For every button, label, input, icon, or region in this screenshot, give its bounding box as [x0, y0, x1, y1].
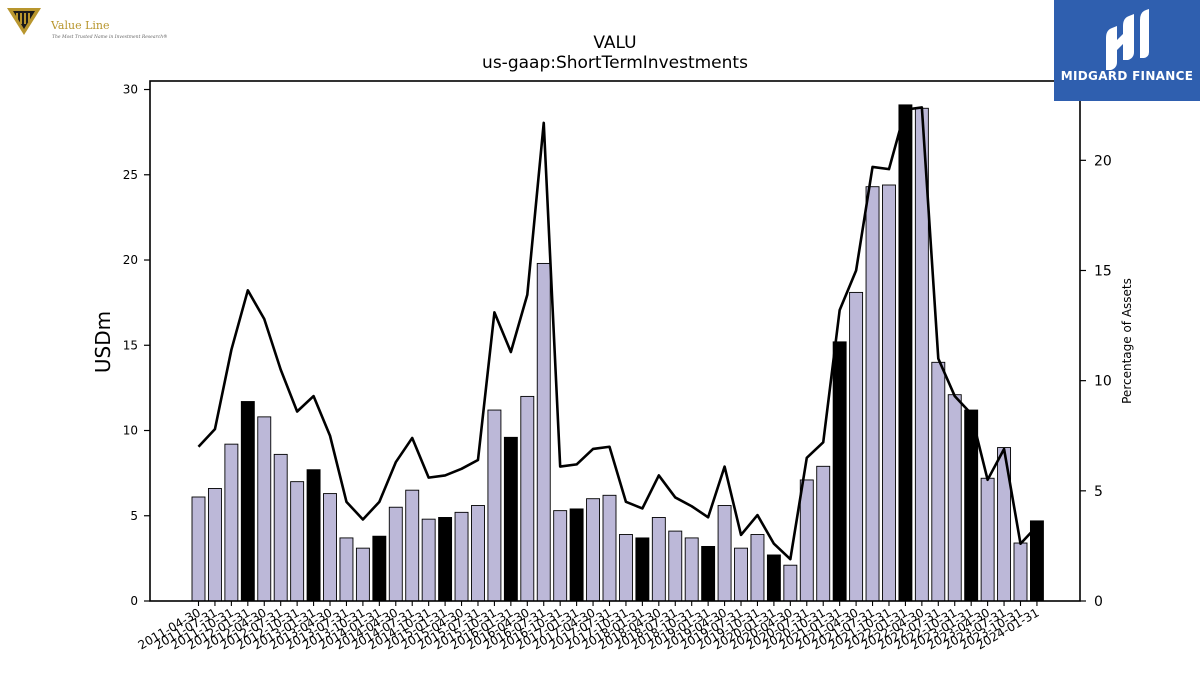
bar-2023-10-31 [1013, 542, 1028, 602]
bar-2020-07-31 [799, 479, 814, 602]
bar-2011-07-31 [207, 488, 222, 602]
bar-2012-10-31 [290, 481, 305, 602]
bar-2022-10-31 [947, 394, 962, 602]
bar-2024-01-31 [1029, 520, 1044, 602]
bar-2020-04-30 [783, 564, 798, 602]
midgard-emblem-icon [1106, 9, 1149, 70]
value-line-wordmark: Value Line [51, 19, 110, 32]
bar-2021-01-31 [832, 341, 847, 602]
bar-2021-07-31 [865, 186, 880, 602]
y-tick-label: 15 [123, 338, 138, 352]
bar-2014-10-31 [421, 518, 436, 602]
bar-2012-01-31 [240, 401, 255, 602]
bar-2017-07-31 [602, 494, 617, 602]
bar-2018-04-30 [651, 517, 666, 602]
percentage-of-assets-line [197, 106, 1038, 561]
value-line-emblem-icon [7, 8, 41, 35]
bar-2021-10-31 [882, 184, 896, 602]
bar-2015-10-31 [487, 409, 502, 602]
bar-2013-10-31 [355, 547, 370, 602]
bar-2018-10-31 [684, 537, 699, 602]
y2-tick-label: 10 [1094, 374, 1112, 390]
bar-2014-01-31 [372, 535, 387, 602]
bar-2015-01-31 [438, 517, 453, 602]
y2-tick-label: 15 [1094, 263, 1112, 279]
bar-2015-07-31 [471, 505, 485, 602]
bar-2011-04-30 [191, 496, 206, 602]
chart-title: VALU [593, 33, 637, 53]
bar-2022-07-31 [931, 361, 946, 602]
bar-2019-04-30 [717, 505, 732, 602]
value-line-tagline: The Most Trusted Name in Investment Rese… [52, 35, 168, 40]
y-tick-label: 10 [123, 424, 138, 438]
bar-2016-10-31 [553, 510, 568, 602]
bar-2013-07-31 [339, 537, 354, 602]
bar-2016-07-31 [536, 262, 551, 602]
bar-2012-07-31 [273, 453, 288, 602]
y2-tick-label: 5 [1094, 484, 1103, 500]
bar-2022-01-31 [898, 104, 913, 602]
y-tick-label: 5 [130, 509, 138, 523]
bar-2013-04-30 [323, 493, 337, 602]
y-tick-label: 0 [130, 594, 138, 608]
y2-tick-label: 0 [1094, 594, 1103, 610]
bar-series [191, 104, 1044, 602]
y2-tick-label: 20 [1094, 153, 1112, 169]
bar-2020-01-31 [766, 554, 781, 602]
y2-axis-label: Percentage of Assets [1120, 278, 1134, 404]
y-tick-label: 25 [123, 168, 138, 182]
axes: 051015202530051015202011-04-302011-07-31… [123, 83, 1112, 653]
bar-2020-10-31 [816, 465, 831, 602]
bar-2017-10-31 [618, 534, 633, 602]
bar-2016-01-31 [503, 436, 518, 602]
y-axis-label: USDm [91, 311, 115, 373]
bar-2021-04-30 [849, 291, 864, 602]
bar-2015-04-30 [454, 511, 469, 602]
bar-2011-10-31 [224, 443, 239, 602]
bar-2019-07-31 [734, 547, 748, 602]
bar-2017-01-31 [569, 508, 584, 602]
bar-2019-01-31 [701, 545, 716, 602]
bar-2023-01-31 [964, 409, 979, 602]
bar-2018-01-31 [635, 537, 650, 602]
bar-2014-07-31 [405, 489, 420, 602]
bar-2018-07-31 [668, 530, 683, 602]
bar-2023-04-30 [980, 477, 995, 602]
value-line-logo: Value Line The Most Trusted Name in Inve… [4, 4, 168, 44]
midgard-wordmark: MIDGARD FINANCE [1060, 69, 1194, 83]
chart-subtitle: us-gaap:ShortTermInvestments [482, 53, 748, 73]
bar-2013-01-31 [306, 469, 321, 602]
plot-frame [149, 80, 1081, 602]
bar-2017-04-30 [586, 498, 601, 602]
y-tick-label: 30 [123, 83, 138, 97]
bar-2019-10-31 [750, 534, 765, 602]
bar-2016-04-30 [520, 395, 535, 602]
midgard-finance-logo: MIDGARD FINANCE [1054, 0, 1200, 101]
bar-2014-04-30 [388, 506, 403, 602]
y-tick-label: 20 [123, 253, 138, 267]
bar-2012-04-30 [257, 416, 272, 602]
